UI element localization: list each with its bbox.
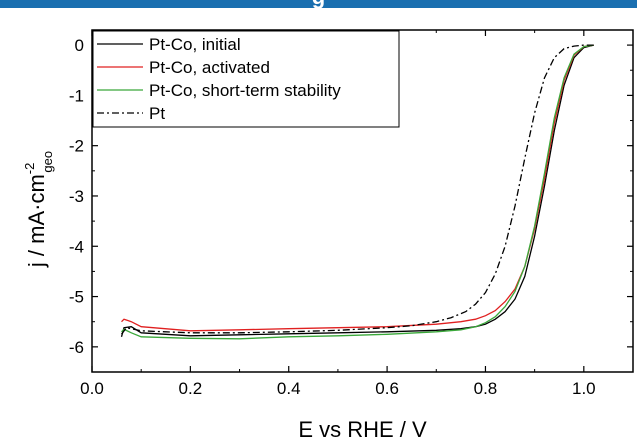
y-tick-label: -2	[69, 137, 84, 156]
x-tick-label: 0.8	[474, 379, 498, 398]
y-tick-label: -3	[69, 187, 84, 206]
legend-label: Pt-Co, activated	[149, 58, 270, 77]
legend-label: Pt	[149, 104, 165, 123]
y-axis-label-superscript: -2	[22, 163, 37, 175]
y-axis-label-group: j / mA·cm-2 geo	[22, 151, 55, 268]
series-layer	[120, 44, 594, 340]
x-tick-label: 0.6	[375, 379, 399, 398]
y-axis-label-main: j / mA·cm	[24, 174, 49, 268]
legend: Pt-Co, initial Pt-Co, activated Pt-Co, sho…	[92, 30, 400, 128]
y-tick-label: -4	[69, 237, 84, 256]
x-axis-label: E vs RHE / V	[298, 417, 427, 442]
y-tick-label: -1	[69, 86, 84, 105]
x-tick-label: 0.4	[277, 379, 301, 398]
x-tick-label: 0.2	[179, 379, 203, 398]
y-tick-label: -6	[69, 338, 84, 357]
x-tick-label: 1.0	[572, 379, 596, 398]
header-banner	[0, 0, 637, 8]
header-banner-text: g	[0, 0, 637, 8]
series-line-3	[121, 44, 594, 340]
y-tick-label: -5	[69, 288, 84, 307]
y-tick-label: 0	[75, 36, 84, 55]
series-line-2	[121, 44, 594, 332]
legend-box	[92, 30, 400, 128]
series-line-4	[120, 44, 594, 335]
y-axis-label: j / mA·cm-2 geo	[22, 151, 55, 268]
y-axis-label-subscript: geo	[40, 151, 55, 173]
x-tick-label: 0.0	[80, 379, 104, 398]
series-line-1	[120, 44, 594, 337]
axes: 0.0 0.2 0.4 0.6 0.8 1.0 0 -1 -2 -3 -4 -5 -6	[69, 29, 634, 398]
legend-label: Pt-Co, initial	[149, 35, 241, 54]
legend-label: Pt-Co, short-term stability	[149, 81, 341, 100]
plot-frame	[91, 29, 634, 373]
